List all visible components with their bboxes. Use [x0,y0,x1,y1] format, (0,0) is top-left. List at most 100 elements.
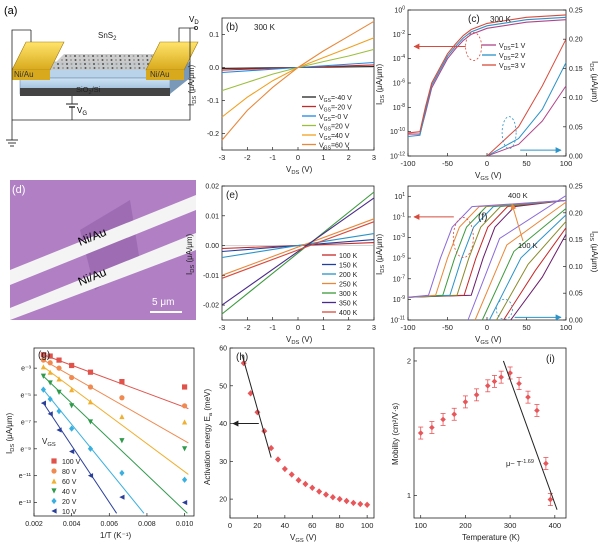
atom [115,59,117,61]
atom [98,67,100,69]
atom [84,63,86,65]
panel-f-temperature-transfer: -100 -50 0 50 100 10-11 10-9 10-7 10-5 10-3 10-1 10… [375,184,599,347]
data-point [119,438,125,444]
x-axis-label: VGS (V) [475,171,502,182]
legend-entry: 400 K [339,310,358,317]
data-point [119,413,125,420]
atom [123,55,126,57]
legend-entry: 200 K [339,272,358,279]
panel-label-e: (e) [226,190,238,201]
data-point [364,501,371,508]
x-tick-label: -3 [219,323,226,332]
series-line [221,48,375,92]
x-tick-label: 200 [459,521,472,530]
data-point [350,499,357,507]
x-axis-label: Temperature (K) [462,533,520,542]
x-axis-label: VGS (V) [475,335,502,346]
y-tick-label: 10-5 [393,254,405,263]
legend-entry: VGS=-0 V [319,114,348,123]
atom [87,55,90,57]
x-tick-label: -100 [400,323,415,332]
data-point [329,494,336,501]
panel-label-d: (d) [12,184,25,196]
atom [146,55,148,57]
data-point [316,488,323,495]
data-point [69,448,75,455]
atom [142,59,144,61]
atom [75,67,78,69]
legend-entry: VGS=20 V [319,124,350,133]
legend-entry: VGS=-40 V [319,95,352,104]
drain-wire [178,27,196,42]
x-axis-label: VDS (V) [286,335,313,346]
atom [88,63,91,65]
atom [62,67,64,69]
series-line-linear [474,201,567,321]
panel-g-arrhenius: 0.002 0.004 0.006 0.008 0.010 e⁻¹³ e⁻¹¹ e⁻⁹ e⁻⁷ e… [5,347,195,540]
atom [70,59,72,61]
plot-frame [221,17,375,151]
data-point [69,425,75,432]
data-point [51,478,57,484]
atom [74,55,76,57]
x-tick-label: 50 [522,159,530,168]
annotation: 300 K [254,23,276,32]
series-line-linear [486,85,567,157]
legend-entry: VGS=40 V [319,133,350,142]
x-tick-label: 3 [372,323,376,332]
data-point [516,380,522,387]
data-point [181,476,188,483]
data-point [87,419,94,425]
data-point [181,446,188,452]
chart-panels: -3 -2 -1 0 1 2 3 -0.2 -0.1 0.0 0.1 (b) 300 K VDS (V) I… [5,6,599,545]
atom [138,67,141,69]
data-point [87,445,94,452]
atom [119,55,121,57]
atom [128,55,130,57]
legend-entry: VGS=-20 V [319,105,352,114]
data-point [47,353,53,359]
atom [137,59,140,61]
y-tick-label: 2 [407,356,411,365]
legend-title: VGS [42,437,56,448]
y-tick-label: e⁻³ [21,366,32,373]
y-tick-label: -0.02 [203,303,219,310]
atom [114,55,117,57]
data-point [547,496,554,503]
atom [124,63,127,65]
plot-frame [33,347,195,517]
y-tick-label: 10-12 [390,152,405,161]
y-tick-label: 0.20 [569,37,583,44]
atom [133,59,135,61]
gate-label: VG [77,106,87,117]
data-point [275,456,281,463]
atom [89,67,91,69]
atom [129,67,132,69]
y-axis-label: Activation energy Ea (meV) [203,389,214,485]
panel-label-b: (b) [226,22,238,33]
atom [142,63,145,65]
series-line [221,221,375,279]
x-axis-label: VDS (V) [286,165,313,176]
y-axis-label-right: IDS (μA/μm) [588,61,599,103]
x-tick-label: 0.010 [176,521,194,528]
plot-frame [413,347,567,519]
atom [106,63,109,65]
y-tick-label: 10-9 [393,295,405,304]
plot-frame [229,347,375,519]
x-tick-label: 2 [347,153,351,162]
y-tick-label: e⁻¹³ [19,500,32,507]
series-line-linear [503,227,567,321]
y-axis-label-right: IDS (μA/μm) [588,231,599,273]
atom [105,55,108,57]
y-tick-label: 100 [394,6,405,15]
data-point [56,408,62,415]
x-tick-label: 100 [560,323,573,332]
panel-label-i: (i) [546,354,555,365]
y-tick-label: 0.0 [209,65,219,72]
series-line [221,20,375,141]
y-tick-label: 0.00 [205,243,219,250]
atom [61,59,63,61]
data-point [440,416,446,423]
panel-h-activation-energy: 0 20 40 60 80 100 20 30 40 50 60 (h) VGS (V) Activati… [203,346,375,544]
